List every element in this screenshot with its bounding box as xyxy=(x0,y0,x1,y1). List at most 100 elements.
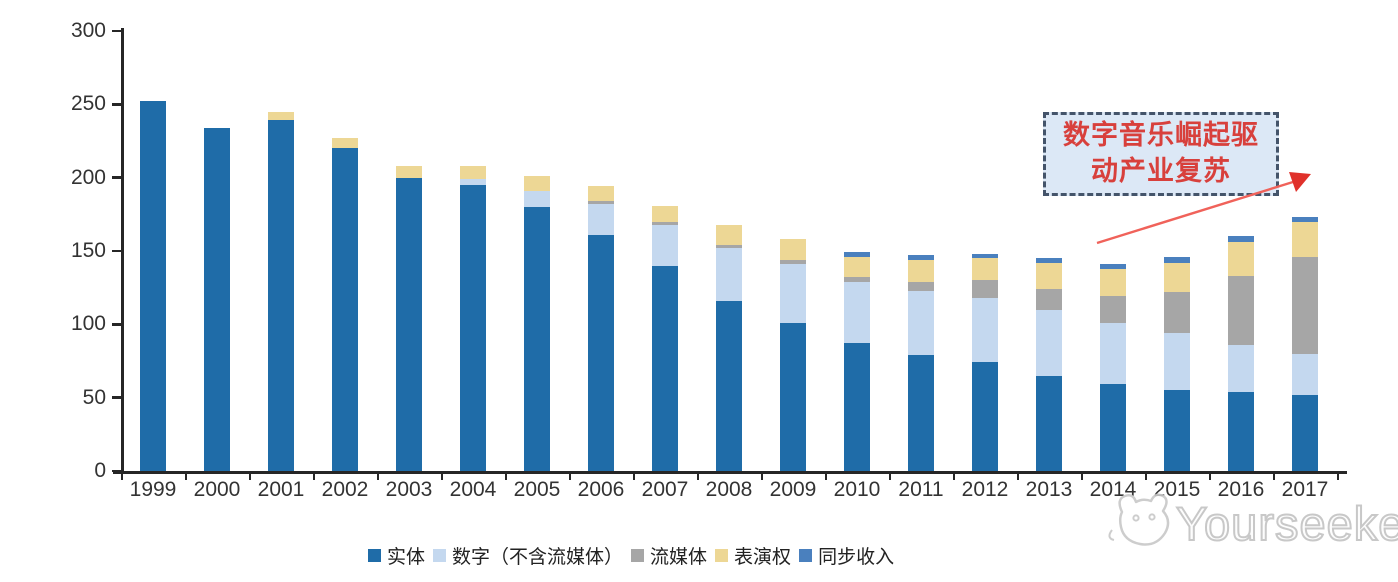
y-tick-label: 300 xyxy=(70,19,106,42)
y-tick-mark xyxy=(112,176,121,179)
x-tick-mark xyxy=(633,471,636,480)
y-tick-mark xyxy=(112,29,121,33)
x-tick-mark xyxy=(889,471,892,480)
x-tick-mark xyxy=(185,471,188,480)
x-tick-label: 1999 xyxy=(129,478,177,501)
bar-segment-performance-rights xyxy=(268,111,294,121)
x-tick-label: 2001 xyxy=(257,478,305,501)
bar-segment-physical xyxy=(460,185,486,471)
legend-item-performance-rights: 表演权 xyxy=(715,542,791,569)
x-tick-mark xyxy=(121,471,124,480)
x-tick-mark xyxy=(377,471,380,480)
bar-segment-performance-rights xyxy=(588,186,614,202)
x-tick-mark xyxy=(1273,471,1276,480)
bar-segment-digital-ex-streaming xyxy=(780,264,806,323)
bar-segment-streaming xyxy=(588,201,614,205)
bar-segment-streaming xyxy=(1036,289,1062,310)
y-tick-mark xyxy=(112,323,121,326)
x-tick-mark xyxy=(313,471,316,480)
bar-segment-sync-revenue xyxy=(908,255,934,260)
bar-segment-physical xyxy=(780,322,806,471)
legend: 实体 数字（不含流媒体） 流媒体 表演权 同步收入 xyxy=(368,542,894,569)
legend-label-physical: 实体 xyxy=(387,547,426,568)
x-tick-label: 2006 xyxy=(577,478,625,501)
x-tick-mark xyxy=(569,471,572,480)
x-tick-label: 2009 xyxy=(769,478,817,501)
legend-item-sync-revenue: 同步收入 xyxy=(799,542,894,569)
bar-segment-physical xyxy=(844,343,870,471)
x-axis-line xyxy=(113,471,1347,474)
x-tick-label: 2010 xyxy=(833,478,881,501)
bar-segment-streaming xyxy=(1228,275,1254,345)
y-tick-label: 50 xyxy=(82,385,106,409)
bar-segment-performance-rights xyxy=(1164,262,1190,293)
bar-segment-sync-revenue xyxy=(1036,258,1062,263)
x-tick-label: 2005 xyxy=(513,478,561,501)
bar-segment-digital-ex-streaming xyxy=(844,281,870,344)
y-tick-mark xyxy=(112,396,121,399)
x-tick-label: 2017 xyxy=(1281,478,1329,501)
bar-segment-sync-revenue xyxy=(1228,236,1254,243)
legend-label-digital-ex-streaming: 数字（不含流媒体） xyxy=(452,547,624,568)
bar-segment-sync-revenue xyxy=(1164,256,1190,263)
legend-swatch-sync-revenue xyxy=(799,549,813,562)
bar-segment-digital-ex-streaming xyxy=(1164,333,1190,391)
bar-segment-physical xyxy=(1036,375,1062,471)
x-tick-mark xyxy=(761,471,764,480)
legend-item-physical: 实体 xyxy=(368,542,425,569)
bar-segment-physical xyxy=(716,300,742,471)
bar-segment-physical xyxy=(140,101,166,471)
x-tick-label: 2007 xyxy=(641,478,689,501)
x-tick-label: 2002 xyxy=(321,478,369,501)
x-tick-mark xyxy=(697,471,700,480)
legend-swatch-performance-rights xyxy=(715,549,729,562)
bar-segment-digital-ex-streaming xyxy=(1036,309,1062,376)
bar-segment-sync-revenue xyxy=(1100,264,1126,269)
bar-segment-physical xyxy=(1100,384,1126,471)
legend-label-sync-revenue: 同步收入 xyxy=(818,547,895,568)
annotation-box: 数字音乐崛起驱 动产业复苏 xyxy=(1043,112,1279,196)
bar-segment-sync-revenue xyxy=(844,252,870,257)
legend-label-streaming: 流媒体 xyxy=(650,547,708,568)
legend-item-streaming: 流媒体 xyxy=(631,542,707,569)
bar-segment-digital-ex-streaming xyxy=(972,297,998,363)
bar-segment-performance-rights xyxy=(972,258,998,281)
bar-segment-digital-ex-streaming xyxy=(1292,353,1318,395)
x-tick-label: 2008 xyxy=(705,478,753,501)
bar-segment-digital-ex-streaming xyxy=(908,290,934,356)
y-tick-label: 250 xyxy=(70,92,106,116)
bar-segment-streaming xyxy=(972,280,998,298)
y-tick-label: 200 xyxy=(70,165,106,189)
bar-segment-digital-ex-streaming xyxy=(588,204,614,235)
legend-swatch-streaming xyxy=(631,549,645,562)
bar-segment-physical xyxy=(972,362,998,471)
y-tick-mark xyxy=(112,103,121,106)
bar-segment-performance-rights xyxy=(1228,242,1254,276)
x-tick-mark xyxy=(505,471,508,480)
legend-swatch-digital-ex-streaming xyxy=(433,549,447,562)
bar-segment-physical xyxy=(524,207,550,471)
annotation-text-line1: 数字音乐崛起驱 xyxy=(1063,120,1259,151)
x-tick-mark xyxy=(441,471,444,480)
x-tick-label: 2000 xyxy=(193,478,241,501)
x-tick-label: 2013 xyxy=(1025,478,1073,501)
cat-face-icon xyxy=(1108,493,1170,546)
bar-segment-sync-revenue xyxy=(1292,217,1318,222)
x-tick-mark xyxy=(1081,471,1084,480)
y-tick-label: 100 xyxy=(70,312,106,336)
bar-segment-streaming xyxy=(844,277,870,282)
x-tick-label: 2012 xyxy=(961,478,1009,501)
bar-segment-performance-rights xyxy=(460,165,486,180)
bar-segment-performance-rights xyxy=(716,224,742,246)
bar-segment-physical xyxy=(908,355,934,471)
bar-segment-digital-ex-streaming xyxy=(1100,322,1126,385)
x-tick-mark xyxy=(1337,471,1340,480)
bar-segment-physical xyxy=(204,127,230,471)
bar-segment-physical xyxy=(652,265,678,471)
bar-segment-digital-ex-streaming xyxy=(652,224,678,266)
y-axis-line xyxy=(121,28,124,471)
bar-segment-streaming xyxy=(1164,292,1190,334)
bar-segment-performance-rights xyxy=(1036,262,1062,290)
annotation-text-line2: 动产业复苏 xyxy=(1091,156,1231,187)
